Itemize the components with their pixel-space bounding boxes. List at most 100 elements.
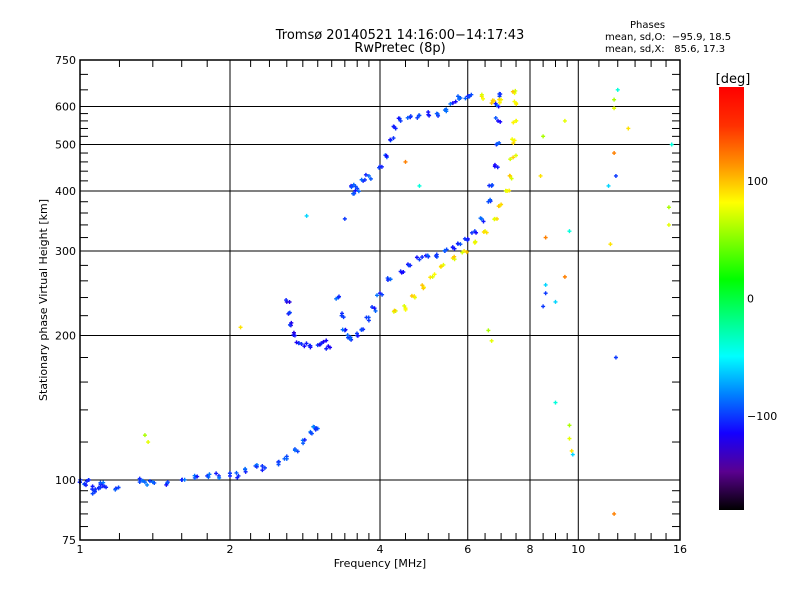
data-point bbox=[353, 184, 358, 189]
data-point bbox=[207, 472, 212, 477]
y-tick-label: 400 bbox=[55, 185, 76, 198]
data-point bbox=[140, 478, 145, 483]
data-point bbox=[402, 303, 407, 308]
data-point bbox=[340, 327, 345, 332]
data-point bbox=[341, 315, 346, 320]
grid-lines bbox=[80, 60, 680, 540]
series-5 bbox=[142, 87, 674, 516]
data-point bbox=[541, 304, 546, 309]
colorbar-label: [deg] bbox=[716, 72, 751, 87]
data-point bbox=[388, 277, 393, 282]
data-point bbox=[372, 306, 377, 311]
data-point bbox=[567, 229, 572, 234]
data-point bbox=[615, 87, 620, 92]
data-point bbox=[304, 213, 309, 218]
data-point bbox=[235, 475, 240, 480]
data-point bbox=[489, 338, 494, 343]
data-point bbox=[359, 177, 364, 182]
data-point bbox=[287, 300, 292, 305]
data-point bbox=[444, 247, 449, 252]
data-point bbox=[514, 118, 519, 123]
data-point bbox=[195, 474, 200, 479]
data-point bbox=[384, 153, 389, 158]
data-point bbox=[567, 423, 572, 428]
data-point bbox=[349, 185, 354, 190]
data-point bbox=[392, 308, 397, 313]
data-point bbox=[453, 99, 458, 104]
data-point bbox=[486, 328, 491, 333]
data-point bbox=[152, 480, 157, 485]
data-point bbox=[234, 470, 239, 475]
data-point bbox=[492, 162, 497, 167]
data-point bbox=[328, 345, 333, 350]
data-point bbox=[510, 137, 515, 142]
data-point bbox=[366, 315, 371, 320]
data-point bbox=[492, 217, 497, 222]
data-point bbox=[538, 173, 543, 178]
data-point bbox=[612, 511, 617, 516]
data-point bbox=[90, 487, 95, 492]
data-point bbox=[481, 96, 486, 101]
data-point bbox=[450, 101, 455, 106]
data-point bbox=[498, 119, 503, 124]
colorbar-gradient bbox=[719, 87, 744, 510]
data-point bbox=[508, 157, 513, 162]
data-point bbox=[497, 100, 502, 105]
data-point bbox=[495, 141, 500, 146]
data-point bbox=[142, 480, 147, 485]
data-point bbox=[217, 475, 222, 480]
data-point bbox=[301, 441, 306, 446]
data-point bbox=[408, 114, 413, 119]
data-point bbox=[214, 471, 219, 476]
data-point bbox=[570, 452, 575, 457]
data-point bbox=[460, 250, 465, 255]
data-point bbox=[613, 355, 618, 360]
data-point bbox=[92, 489, 97, 494]
data-point bbox=[612, 151, 617, 156]
data-point bbox=[289, 320, 294, 325]
data-point bbox=[377, 165, 382, 170]
data-point bbox=[507, 173, 512, 178]
data-point bbox=[569, 448, 574, 453]
data-point bbox=[137, 480, 142, 485]
y-tick-label: 600 bbox=[55, 101, 76, 114]
data-point bbox=[292, 448, 297, 453]
data-point bbox=[356, 189, 361, 194]
x-tick-label: 2 bbox=[227, 543, 234, 556]
data-point bbox=[391, 136, 396, 141]
data-point bbox=[514, 102, 519, 107]
data-point bbox=[378, 291, 382, 296]
colorbar bbox=[719, 87, 744, 510]
data-point bbox=[379, 164, 384, 169]
data-point bbox=[474, 230, 479, 235]
y-axis-label: Stationary phase Virtual Height [km] bbox=[37, 199, 50, 401]
data-point bbox=[484, 230, 489, 235]
y-tick-label: 300 bbox=[55, 245, 76, 258]
data-point bbox=[287, 311, 292, 316]
data-point bbox=[448, 101, 453, 106]
data-point bbox=[497, 91, 502, 96]
data-point bbox=[100, 484, 105, 489]
data-point bbox=[345, 333, 350, 338]
data-point bbox=[313, 426, 318, 431]
data-point bbox=[425, 253, 430, 258]
data-point bbox=[666, 205, 671, 210]
data-point bbox=[370, 305, 375, 310]
colorbar-tick-label: −100 bbox=[747, 410, 777, 423]
data-point bbox=[427, 113, 432, 118]
data-point bbox=[116, 485, 121, 490]
data-point bbox=[464, 250, 469, 255]
data-point bbox=[511, 155, 516, 160]
y-tick-label: 100 bbox=[55, 474, 76, 487]
data-point bbox=[337, 294, 342, 299]
data-point bbox=[363, 172, 368, 177]
data-point bbox=[512, 99, 517, 104]
data-point bbox=[478, 216, 483, 221]
y-tick-label: 75 bbox=[62, 534, 76, 547]
data-point bbox=[238, 325, 243, 330]
data-point bbox=[291, 330, 296, 335]
x-tick-label: 6 bbox=[464, 543, 471, 556]
stats-o-line: mean, sd,O: −95.9, 18.5 bbox=[605, 32, 732, 43]
data-point bbox=[562, 274, 567, 279]
y-tick-label: 200 bbox=[55, 330, 76, 343]
